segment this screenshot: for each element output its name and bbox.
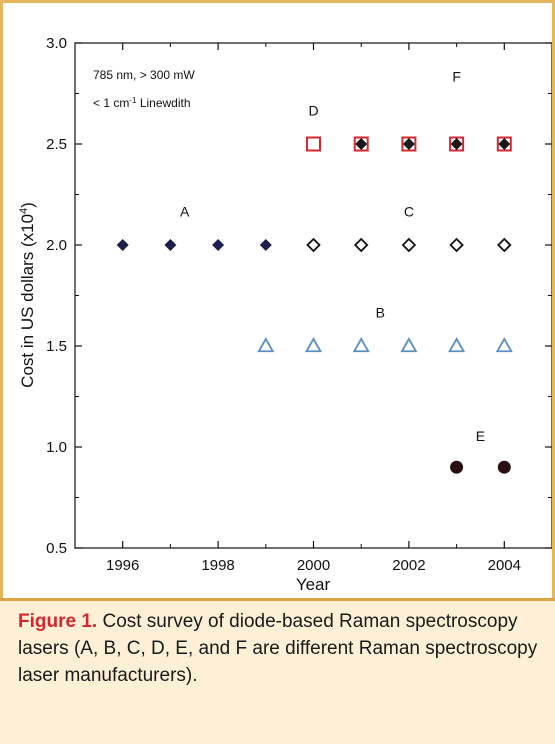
point-series-f xyxy=(402,138,415,150)
point-series-e xyxy=(450,460,464,474)
point-series-b xyxy=(304,337,323,353)
y-tick-label: 1.5 xyxy=(46,338,67,355)
point-series-a xyxy=(116,239,129,251)
point-series-c xyxy=(401,237,417,253)
x-tick-label: 1998 xyxy=(201,557,234,574)
y-tick-label: 2.0 xyxy=(46,237,67,254)
series-label-c: C xyxy=(404,204,414,220)
point-series-d xyxy=(449,136,465,152)
scatter-chart: 1996 1998 2000 2002 2004 0.5 1.0 1.5 2.0 2.5 3.0 A… xyxy=(18,35,552,594)
point-series-b xyxy=(400,337,418,353)
caption-background xyxy=(0,598,555,744)
point-series-b xyxy=(352,337,370,353)
point-series-a xyxy=(164,239,177,251)
y-tick-label: 1.0 xyxy=(46,439,67,456)
point-series-d xyxy=(306,136,321,152)
point-series-c xyxy=(449,237,464,253)
point-series-f xyxy=(355,138,368,150)
x-tick-label: 2004 xyxy=(488,557,521,574)
y-tick-label: 2.5 xyxy=(46,136,67,153)
annotation-line-2: < 1 cm-1 Linewdith xyxy=(93,96,191,111)
point-series-b xyxy=(257,337,275,353)
y-axis-title: Cost in US dollars (x104) xyxy=(18,202,37,388)
plot-area xyxy=(74,42,552,549)
point-series-f xyxy=(498,138,511,150)
point-series-a xyxy=(212,239,225,251)
point-series-c xyxy=(306,237,321,253)
series-label-f: F xyxy=(452,68,461,84)
caption-label: Figure 1. xyxy=(18,611,98,632)
series-label-a: A xyxy=(180,204,190,220)
y-tick-label: 3.0 xyxy=(46,35,67,52)
figure-caption: Figure 1. Cost survey of diode-based Ram… xyxy=(18,608,541,689)
point-series-f xyxy=(450,138,463,150)
annotation-line-1: 785 nm, > 300 mW xyxy=(93,68,195,82)
point-series-e xyxy=(497,460,511,474)
point-series-d xyxy=(401,136,417,152)
point-series-d xyxy=(496,136,512,152)
point-series-b xyxy=(495,337,513,353)
point-series-b xyxy=(448,337,466,353)
point-series-a xyxy=(259,239,272,251)
point-series-c xyxy=(353,237,369,253)
series-label-d: D xyxy=(308,103,318,119)
series-label-b: B xyxy=(376,305,385,321)
series-label-e: E xyxy=(476,428,485,444)
x-axis-title: Year xyxy=(296,575,331,594)
caption-text: Cost survey of diode-based Raman spectro… xyxy=(18,611,538,686)
point-series-d xyxy=(353,136,369,152)
y-tick-label: 0.5 xyxy=(46,540,67,557)
point-series-c xyxy=(497,237,512,253)
x-tick-label: 2000 xyxy=(297,557,330,574)
x-tick-label: 1996 xyxy=(106,557,139,574)
x-tick-label: 2002 xyxy=(392,557,425,574)
